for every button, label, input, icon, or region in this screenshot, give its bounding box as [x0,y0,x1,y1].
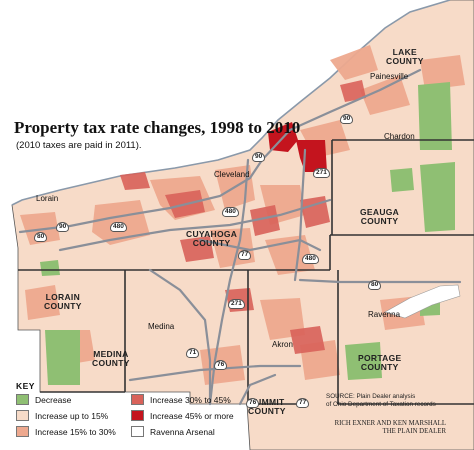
highway-shield: 271 [228,299,245,309]
legend-swatch [131,394,144,405]
ravenna-arsenal [384,284,461,319]
county-label-portage: PORTAGE COUNTY [358,353,402,372]
credit-note: RICH EXNER AND KEN MARSHALL THE PLAIN DE… [326,420,446,436]
legend-label: Increase up to 15% [35,410,109,421]
highway-shield: 80 [368,280,382,290]
legend-label: Decrease [35,394,72,405]
source-note: SOURCE: Plain Dealer analysis of Ohio De… [326,393,436,409]
credit-line: RICH EXNER AND KEN MARSHALL [334,420,446,427]
legend-swatch [131,410,144,421]
city-medina: Medina [148,322,175,331]
highway-shield: 76 [246,398,260,408]
source-line: of Ohio Department of Taxation records [326,401,436,408]
legend-label: Increase 45% or more [150,410,234,421]
highway-shield: 480 [222,207,239,217]
highway-shield: 480 [110,222,127,232]
shoreline [11,0,451,206]
city-painesville: Painesville [370,72,409,81]
highway-shield: 480 [302,254,319,264]
highway-shield: 90 [340,114,354,124]
source-line: SOURCE: Plain Dealer analysis [326,393,416,400]
highway-shield: 271 [313,168,330,178]
legend-item-ravenna-arsenal: Ravenna Arsenal [131,426,215,437]
highway-shield: 76 [214,360,228,370]
credit-line: THE PLAIN DEALER [382,428,446,435]
map-legend: KEY Decrease Increase up to 15% Increase… [10,381,250,447]
highway-shield: 77 [296,398,310,408]
legend-title: KEY [16,381,35,391]
decrease-patches [40,82,455,385]
highway-shield: 71 [186,348,200,358]
county-label-medina: MEDINA COUNTY [92,349,130,368]
highway-shield: 80 [34,232,48,242]
county-label-cuyahoga: CUYAHOGA COUNTY [186,229,238,248]
legend-item-decrease: Decrease [16,394,71,405]
city-akron: Akron [272,340,293,349]
city-ravenna: Ravenna [368,310,401,319]
county-label-geauga: GEAUGA COUNTY [360,207,400,226]
legend-swatch [16,426,29,437]
legend-item-increase-15: Increase up to 15% [16,410,108,421]
legend-item-increase-30-45: Increase 30% to 45% [131,394,231,405]
legend-item-increase-15-30: Increase 15% to 30% [16,426,116,437]
legend-item-increase-45-plus: Increase 45% or more [131,410,234,421]
tier-30-45-patches [120,80,366,354]
county-label-lorain: LORAIN COUNTY [44,292,82,311]
legend-label: Ravenna Arsenal [150,426,215,437]
county-label-lake: LAKE COUNTY [386,47,424,66]
legend-swatch [131,426,144,437]
legend-label: Increase 30% to 45% [150,394,231,405]
legend-label: Increase 15% to 30% [35,426,116,437]
city-cleveland: Cleveland [214,170,250,179]
map-subtitle: (2010 taxes are paid in 2011). [16,140,142,151]
highway-shield: 90 [252,152,266,162]
county-label-summit: SUMMIT COUNTY [248,397,286,416]
county-borders [18,139,474,405]
city-lorain: Lorain [36,194,59,203]
legend-swatch [16,394,29,405]
city-chardon: Chardon [384,132,415,141]
legend-swatch [16,410,29,421]
map-title: Property tax rate changes, 1998 to 2010 [14,118,301,137]
highway-shield: 90 [56,222,70,232]
highway-shield: 77 [238,250,252,260]
